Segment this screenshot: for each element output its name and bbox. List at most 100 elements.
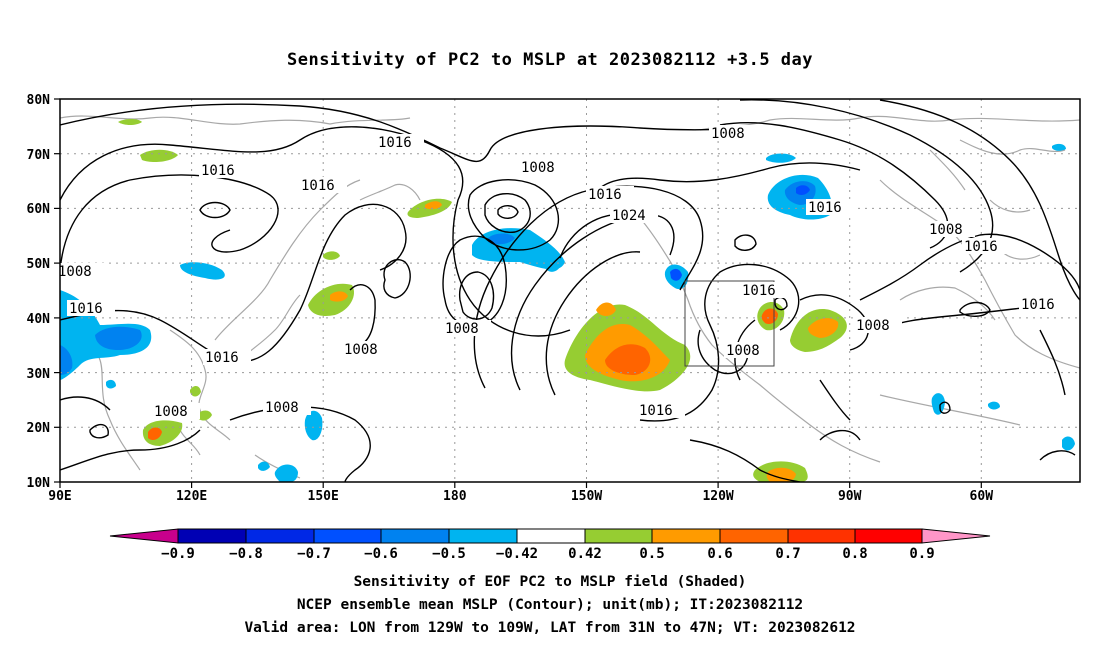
caption-line-3: Valid area: LON from 129W to 109W, LAT f…: [244, 620, 856, 636]
lat-label: 80N: [27, 93, 51, 108]
lat-label: 70N: [27, 148, 51, 163]
chart-title: Sensitivity of PC2 to MSLP at 2023082112…: [286, 50, 813, 70]
negative-patch: [488, 233, 515, 245]
colorbar-tick-label: −0.5: [432, 546, 466, 562]
colorbar-tick-label: 0.9: [909, 546, 934, 562]
contour-label: 1016: [378, 135, 412, 151]
colorbar-tick-label: −0.6: [364, 546, 398, 562]
negative-patch: [180, 262, 225, 280]
lon-label: 150W: [571, 489, 602, 504]
colorbar-labels: −0.9 −0.8 −0.7 −0.6 −0.5 −0.42 0.42 0.5 …: [161, 546, 935, 562]
contour-label: 1016: [301, 178, 335, 194]
colorbar-segment: [177, 528, 247, 544]
valid-area-box: [684, 280, 775, 367]
positive-patch: [323, 251, 340, 260]
contour-label: 1016: [201, 163, 235, 179]
lon-label: 90W: [838, 489, 862, 504]
contour-label: 1008: [265, 400, 299, 416]
negative-patch: [931, 393, 945, 415]
colorbar-tick-label: −0.9: [161, 546, 195, 562]
colorbar-segment: [584, 528, 653, 544]
contour-labels: 1016 1016 1016 1008 1016 1024 1008 1008 …: [56, 125, 1067, 420]
mslp-contours: [60, 99, 1080, 482]
colorbar-tick-label: 0.42: [568, 546, 602, 562]
lat-label: 10N: [27, 476, 51, 491]
colorbar-segment: [719, 528, 789, 544]
lon-label: 60W: [970, 489, 994, 504]
contour-label: 1008: [154, 404, 188, 420]
colorbar-segment: [787, 528, 856, 544]
colorbar: [109, 528, 991, 544]
caption-line-2: NCEP ensemble mean MSLP (Contour); unit(…: [296, 597, 804, 613]
lat-label: 20N: [27, 421, 51, 436]
positive-patch: [118, 119, 142, 125]
colorbar-tick-label: −0.42: [496, 546, 538, 562]
lon-label: 90E: [48, 489, 71, 504]
negative-patch: [106, 379, 116, 389]
colorbar-segment: [516, 528, 586, 544]
contour-label: 1008: [344, 342, 378, 358]
contour-label: 1024: [612, 208, 646, 224]
contour-label: 1016: [742, 283, 776, 299]
lon-label: 180: [443, 489, 467, 504]
lat-label: 60N: [27, 202, 51, 217]
contour-label: 1016: [205, 350, 239, 366]
positive-patch: [808, 318, 839, 338]
negative-patch: [766, 153, 796, 163]
contour-label: 1008: [726, 343, 760, 359]
lat-label: 40N: [27, 312, 51, 327]
contour-label: 1008: [58, 264, 92, 280]
caption-line-1: Sensitivity of EOF PC2 to MSLP field (Sh…: [353, 574, 747, 590]
contour-label: 1008: [929, 222, 963, 238]
contour-label: 1016: [69, 301, 103, 317]
contour-label: 1008: [711, 126, 745, 142]
negative-patch: [670, 268, 682, 281]
colorbar-segment: [448, 528, 518, 544]
plot-frame: [59, 98, 1081, 483]
colorbar-segment: [313, 528, 382, 544]
colorbar-segment: [651, 528, 721, 544]
colorbar-tick-label: −0.8: [229, 546, 263, 562]
colorbar-segment: [921, 528, 991, 544]
lat-label: 30N: [27, 367, 51, 382]
colorbar-tick-label: 0.7: [775, 546, 800, 562]
coastlines: [60, 115, 1080, 479]
negative-patch: [539, 251, 562, 272]
positive-patch: [190, 386, 201, 397]
negative-patch: [258, 461, 270, 471]
contour-label: 1008: [856, 318, 890, 334]
negative-patch: [60, 345, 73, 375]
contour-label: 1016: [1021, 297, 1055, 313]
negative-patch: [274, 464, 298, 482]
contour-label: 1016: [964, 239, 998, 255]
colorbar-segment: [854, 528, 923, 544]
longitude-labels: 90E 120E 150E 180 150W 120W 90W 60W: [48, 489, 993, 504]
contour-label: 1016: [808, 200, 842, 216]
negative-patch: [796, 185, 810, 195]
graticule: [60, 99, 1080, 482]
positive-patch: [596, 302, 616, 316]
negative-patch: [1052, 143, 1066, 151]
contour-label: 1016: [588, 187, 622, 203]
negative-patch: [988, 401, 1000, 410]
colorbar-segment: [380, 528, 450, 544]
positive-patch: [766, 467, 796, 482]
negative-patch: [95, 326, 142, 350]
contour-label: 1016: [639, 403, 673, 419]
colorbar-segment: [109, 528, 179, 544]
colorbar-segment: [245, 528, 315, 544]
positive-patch: [140, 149, 178, 163]
positive-patch: [197, 410, 212, 421]
negative-patch: [1062, 436, 1075, 451]
positive-patch: [605, 344, 651, 375]
colorbar-tick-label: −0.7: [297, 546, 331, 562]
negative-patch: [304, 410, 323, 441]
lon-label: 150E: [308, 489, 339, 504]
colorbar-tick-label: 0.8: [842, 546, 867, 562]
colorbar-tick-label: 0.5: [639, 546, 664, 562]
positive-patch: [330, 291, 348, 302]
plot-area: [60, 99, 1080, 482]
lon-label: 120W: [702, 489, 733, 504]
positive-patch: [425, 201, 442, 210]
